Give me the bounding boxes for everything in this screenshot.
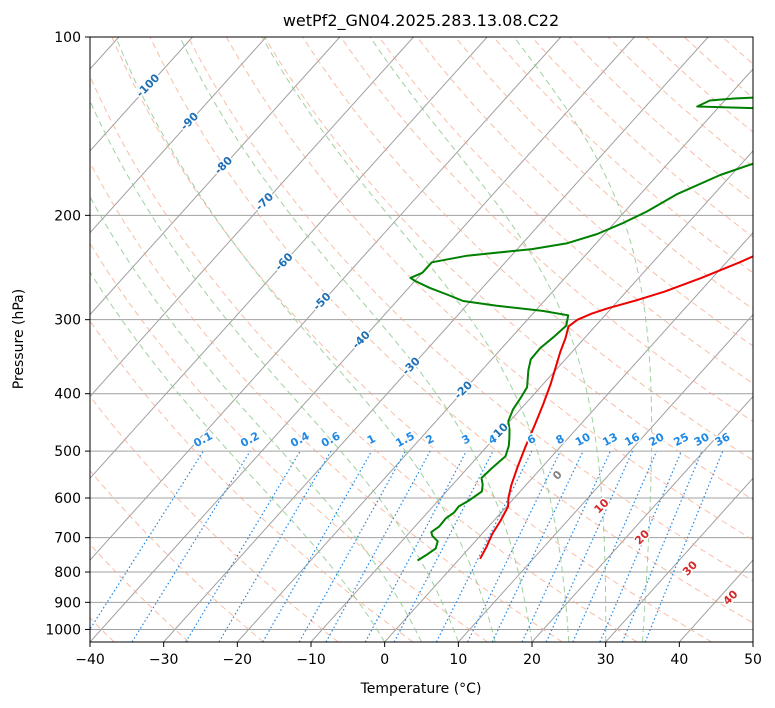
moist-adiabat-line (115, 37, 496, 642)
sounding-series (409, 96, 753, 562)
isotherm-line (90, 37, 267, 234)
x-axis-label: Temperature (°C) (360, 681, 482, 697)
dry-adiabat-line (111, 37, 712, 642)
y-tick-label: 600 (54, 491, 81, 507)
mixing-ratio-line (90, 450, 204, 631)
background-lines (90, 37, 775, 642)
isotherm-line (90, 37, 562, 561)
dewpoint-line (409, 96, 753, 562)
moist-adiabat-line (90, 99, 459, 642)
mixing-ratio-line (491, 450, 584, 642)
dry-adiabat-line (90, 469, 264, 642)
mixing-ratio-line (185, 450, 301, 642)
mixing-ratio-line (621, 450, 703, 642)
mixing-ratio-line (262, 450, 373, 642)
dry-adiabat-line (90, 320, 414, 642)
isotherm-line (90, 37, 488, 480)
isotherm-line (752, 641, 753, 642)
chart-title: wetPf2_GN04.2025.283.13.08.C22 (283, 11, 559, 31)
y-axis-label: Pressure (hPa) (11, 289, 27, 389)
dry-adiabat-line (90, 161, 563, 642)
dry-adiabat-line (90, 543, 190, 642)
x-tick-label: −30 (149, 652, 179, 668)
isotherm-line (90, 37, 193, 152)
mixing-ratio-line (298, 450, 406, 642)
mixing-ratio-line (572, 450, 658, 642)
y-tick-label: 800 (54, 565, 81, 581)
plot-frame (89, 36, 754, 643)
mixing-ratio-line (521, 450, 611, 642)
isotherm-line (90, 37, 635, 642)
x-tick-label: 10 (449, 652, 467, 668)
y-tick-label: 1000 (45, 622, 81, 638)
temperature-line (479, 255, 753, 560)
y-tick-label: 900 (54, 595, 81, 611)
moist-adiabat-line (369, 37, 607, 642)
mixing-ratio-line (325, 450, 431, 642)
mixing-ratio-line (218, 450, 332, 642)
dry-adiabat-line (454, 37, 753, 310)
x-tick-label: −10 (296, 652, 326, 668)
isotherm-line (531, 395, 753, 642)
isotherm-line (163, 37, 709, 642)
isotherm-line (236, 68, 753, 642)
moist-adiabat-line (90, 271, 386, 642)
x-tick-label: 0 (380, 652, 389, 668)
y-tick-label: 100 (54, 30, 81, 46)
y-tick-label: 200 (54, 208, 81, 224)
isotherm-line (90, 37, 414, 398)
x-tick-label: 40 (670, 652, 688, 668)
mixing-ratio-line (599, 450, 682, 642)
axes: −40 −30 −20 −10 0 10 20 30 40 50 100 200 300 400 500 60… (45, 30, 762, 668)
moist-adiabat-line (261, 37, 570, 642)
isotherm-line (605, 477, 753, 642)
mixing-ratio-line (545, 450, 634, 642)
x-tick-label: −40 (75, 652, 105, 668)
y-tick-label: 400 (54, 387, 81, 403)
y-tick-label: 700 (54, 531, 81, 547)
isotherm-line (90, 37, 341, 316)
dry-adiabat-line (90, 395, 339, 642)
mixing-ratio-line (466, 450, 561, 642)
dry-adiabat-line (90, 242, 488, 642)
isotherm-line (457, 313, 753, 642)
y-tick-label: 500 (54, 444, 81, 460)
isotherm-line (384, 231, 753, 642)
moist-adiabat-line (179, 37, 533, 642)
dry-adiabat-line (149, 37, 753, 624)
moist-adiabat-line (513, 37, 653, 642)
x-tick-label: −20 (223, 652, 253, 668)
x-tick-label: 20 (523, 652, 541, 668)
y-tick-label: 300 (54, 313, 81, 329)
x-tick-label: 50 (744, 652, 762, 668)
mixing-ratio-line (131, 450, 251, 642)
x-tick-label: 30 (597, 652, 615, 668)
dry-adiabat-line (761, 37, 775, 642)
isotherm-line (310, 150, 753, 642)
dry-adiabat-line (416, 37, 753, 347)
